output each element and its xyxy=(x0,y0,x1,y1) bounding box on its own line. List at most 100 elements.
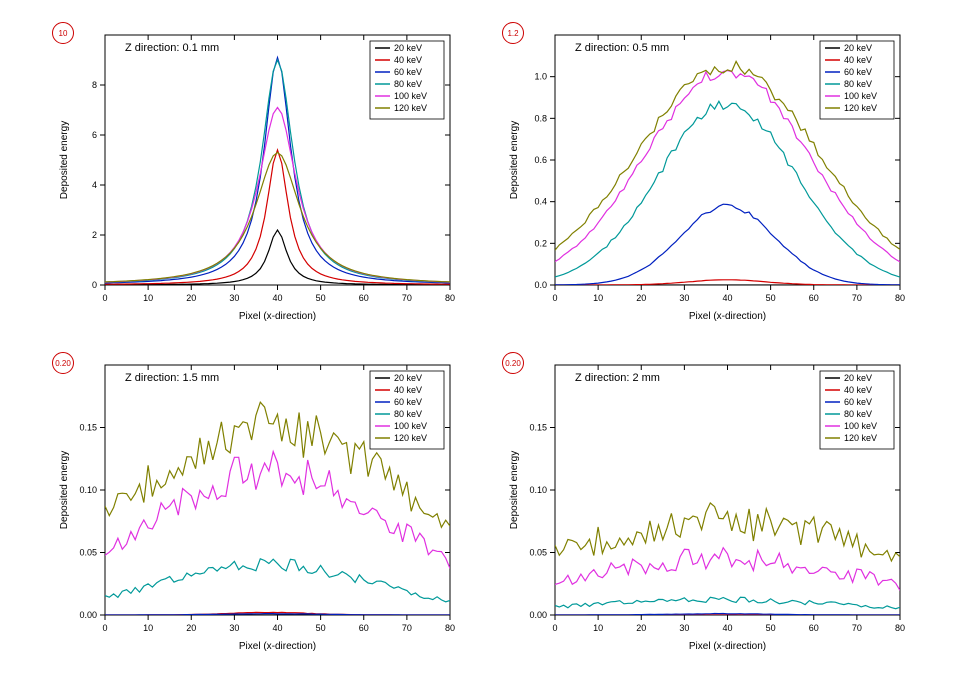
y-axis-label: Deposited energy xyxy=(59,121,70,199)
panel-wrap: 0.20010203040506070800.000.050.100.15Pix… xyxy=(500,350,910,660)
series-line xyxy=(105,559,450,602)
legend-label: 60 keV xyxy=(844,67,872,77)
y-axis-label: Deposited energy xyxy=(509,121,520,199)
x-axis-label: Pixel (x-direction) xyxy=(239,641,316,652)
x-tick-label: 0 xyxy=(102,623,107,633)
legend-label: 20 keV xyxy=(394,43,422,53)
y-tick-label: 0.05 xyxy=(529,548,547,558)
y-tick-label: 0.2 xyxy=(534,238,547,248)
chart-panel: 010203040506070800.000.050.100.15Pixel (… xyxy=(50,350,460,660)
series-line xyxy=(105,150,450,284)
x-tick-label: 50 xyxy=(766,623,776,633)
series-line xyxy=(105,108,450,283)
x-tick-label: 30 xyxy=(229,293,239,303)
y-tick-label: 0.8 xyxy=(534,113,547,123)
x-tick-label: 50 xyxy=(316,293,326,303)
x-tick-label: 20 xyxy=(636,293,646,303)
series-line xyxy=(555,503,900,561)
legend-label: 20 keV xyxy=(844,43,872,53)
y-tick-label: 1.0 xyxy=(534,72,547,82)
legend-label: 100 keV xyxy=(394,421,427,431)
y-tick-label: 4 xyxy=(92,180,97,190)
series-line xyxy=(555,204,900,285)
x-tick-label: 0 xyxy=(102,293,107,303)
x-tick-label: 10 xyxy=(143,293,153,303)
legend-label: 80 keV xyxy=(844,79,872,89)
y-tick-label: 0.15 xyxy=(529,423,547,433)
y-tick-label: 0 xyxy=(92,280,97,290)
series-line xyxy=(555,597,900,608)
y-tick-label: 0.05 xyxy=(79,548,97,558)
y-tick-label: 0.10 xyxy=(79,485,97,495)
x-tick-label: 30 xyxy=(229,623,239,633)
x-tick-label: 70 xyxy=(852,293,862,303)
x-axis-label: Pixel (x-direction) xyxy=(689,311,766,322)
x-tick-label: 40 xyxy=(272,293,282,303)
legend-label: 80 keV xyxy=(394,409,422,419)
x-tick-label: 10 xyxy=(593,623,603,633)
series-line xyxy=(555,548,900,591)
y-tick-label: 0.0 xyxy=(534,280,547,290)
panel-title: Z direction: 1.5 mm xyxy=(125,372,219,384)
x-tick-label: 20 xyxy=(636,623,646,633)
y-tick-label: 0.00 xyxy=(79,610,97,620)
x-tick-label: 70 xyxy=(852,623,862,633)
y-tick-label: 0.4 xyxy=(534,197,547,207)
legend-label: 40 keV xyxy=(844,55,872,65)
x-tick-label: 80 xyxy=(445,623,455,633)
x-tick-label: 70 xyxy=(402,623,412,633)
legend-label: 100 keV xyxy=(844,91,877,101)
x-tick-label: 60 xyxy=(809,623,819,633)
x-tick-label: 70 xyxy=(402,293,412,303)
y-tick-label: 6 xyxy=(92,130,97,140)
series-line xyxy=(555,101,900,277)
panel-wrap: 0.20010203040506070800.000.050.100.15Pix… xyxy=(50,350,460,660)
panel-title: Z direction: 0.1 mm xyxy=(125,42,219,54)
y-tick-label: 0.00 xyxy=(529,610,547,620)
legend-label: 60 keV xyxy=(394,397,422,407)
y-tick-label: 8 xyxy=(92,80,97,90)
legend-label: 20 keV xyxy=(844,373,872,383)
x-tick-label: 50 xyxy=(316,623,326,633)
legend-label: 60 keV xyxy=(844,397,872,407)
panel-title: Z direction: 0.5 mm xyxy=(575,42,669,54)
figure-page: 10 0 10 20 30 40 50 60 70 80 0 2 4 6 8 Pixel (x-directi… xyxy=(0,0,960,678)
x-tick-label: 60 xyxy=(359,293,369,303)
series-line xyxy=(105,153,450,282)
x-tick-label: 0 xyxy=(552,293,557,303)
x-axis-label: Pixel (x-direction) xyxy=(689,641,766,652)
y-tick-label: 2 xyxy=(92,230,97,240)
legend-label: 120 keV xyxy=(394,433,427,443)
panel-badge: 0.20 xyxy=(52,352,74,374)
x-tick-label: 30 xyxy=(679,293,689,303)
panel-badge: 1.2 xyxy=(502,22,524,44)
legend-label: 20 keV xyxy=(394,373,422,383)
legend-label: 100 keV xyxy=(394,91,427,101)
x-tick-label: 60 xyxy=(809,293,819,303)
legend-label: 60 keV xyxy=(394,67,422,77)
x-tick-label: 10 xyxy=(143,623,153,633)
legend-label: 120 keV xyxy=(844,103,877,113)
legend-label: 120 keV xyxy=(394,103,427,113)
legend-label: 40 keV xyxy=(394,55,422,65)
x-tick-label: 40 xyxy=(272,623,282,633)
legend-label: 120 keV xyxy=(844,433,877,443)
chart-panel: 010203040506070800.00.20.40.60.81.0Pixel… xyxy=(500,20,910,330)
series-line xyxy=(105,452,450,569)
chart-panel: 0102030405060708002468Pixel (x-direction… xyxy=(50,20,460,330)
y-tick-label: 0.15 xyxy=(79,423,97,433)
y-axis-label: Deposited energy xyxy=(509,451,520,529)
x-tick-label: 80 xyxy=(895,293,905,303)
panel-title: Z direction: 2 mm xyxy=(575,372,660,384)
y-tick-label: 0.10 xyxy=(529,485,547,495)
panel-wrap: 100102030405060708002468Pixel (x-directi… xyxy=(50,20,460,330)
panel-badge: 0.20 xyxy=(502,352,524,374)
x-axis-label: Pixel (x-direction) xyxy=(239,311,316,322)
x-tick-label: 80 xyxy=(895,623,905,633)
legend-label: 40 keV xyxy=(844,385,872,395)
panel-badge: 10 xyxy=(52,22,74,44)
y-tick-label: 0.6 xyxy=(534,155,547,165)
x-tick-label: 50 xyxy=(766,293,776,303)
x-tick-label: 60 xyxy=(359,623,369,633)
series-line xyxy=(105,230,450,285)
